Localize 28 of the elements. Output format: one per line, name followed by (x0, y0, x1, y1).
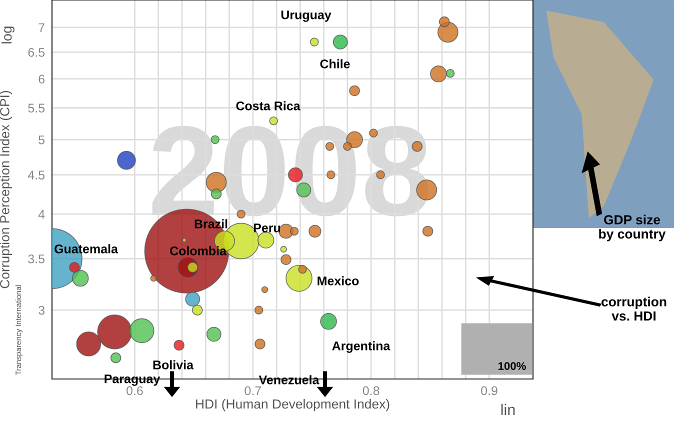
x-tick-label: 0.6 (126, 386, 143, 396)
annotation: Chile (320, 59, 350, 68)
annotation: Peru (254, 224, 280, 232)
y-tick-label: 6 (38, 74, 45, 84)
y-tick-label: 3 (38, 306, 45, 315)
y-tick-label: 5 (38, 136, 45, 144)
x-tick-label: 0.7 (244, 386, 261, 396)
annotation: 100% (498, 362, 526, 370)
text: log (2, 26, 14, 44)
y-tick-label: 7 (38, 23, 44, 32)
annotation: Colombia (170, 246, 227, 256)
annotation: Uruguay (281, 10, 332, 22)
text: GDP size by country (599, 214, 666, 242)
y-tick-label: 4 (38, 210, 45, 219)
text: lin (501, 404, 515, 415)
y-tick-label: 3.5 (28, 254, 45, 264)
annotation: Mexico (318, 276, 359, 286)
x-tick-label: 0.9 (481, 386, 498, 396)
y-axis-title: Corruption Perception Index (CPI) (0, 90, 12, 288)
annotation: Argentina (332, 341, 390, 353)
x-tick-label: 0.8 (362, 386, 380, 396)
y-tick-label: 6.5 (28, 48, 45, 57)
y-tick-label: 5.5 (28, 104, 45, 113)
y-tick-label: 4.5 (28, 170, 45, 180)
x-axis-title: HDI (Human Development Index) (196, 398, 390, 412)
text: corruption vs. HDI (602, 296, 666, 321)
annotation: Bolivia (153, 360, 194, 370)
annotation: Costa Rica (236, 101, 300, 110)
